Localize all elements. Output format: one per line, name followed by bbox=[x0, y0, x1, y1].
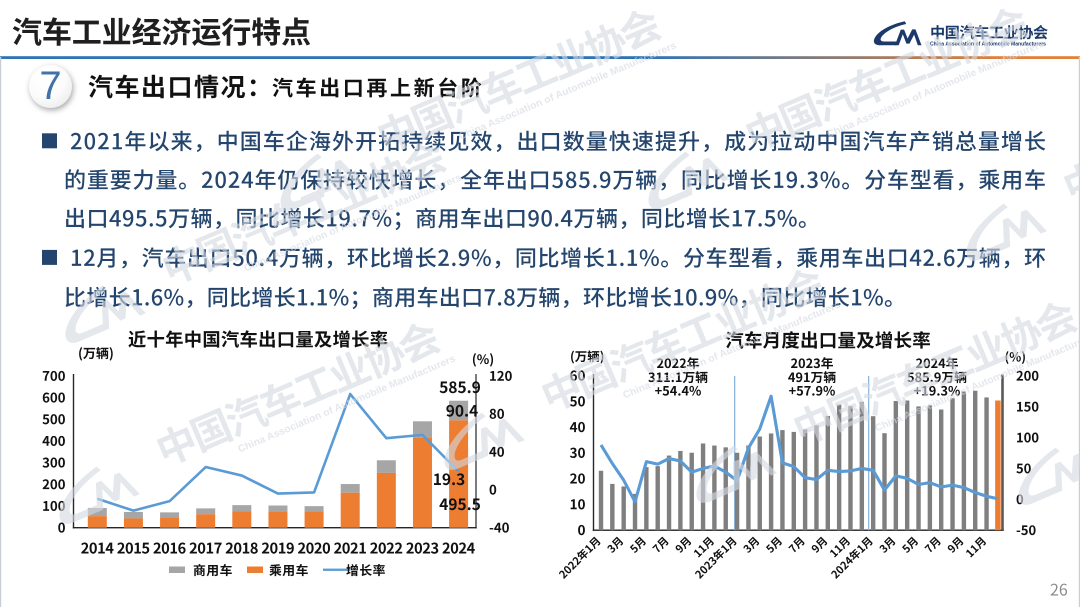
svg-text:7: 7 bbox=[39, 64, 61, 108]
